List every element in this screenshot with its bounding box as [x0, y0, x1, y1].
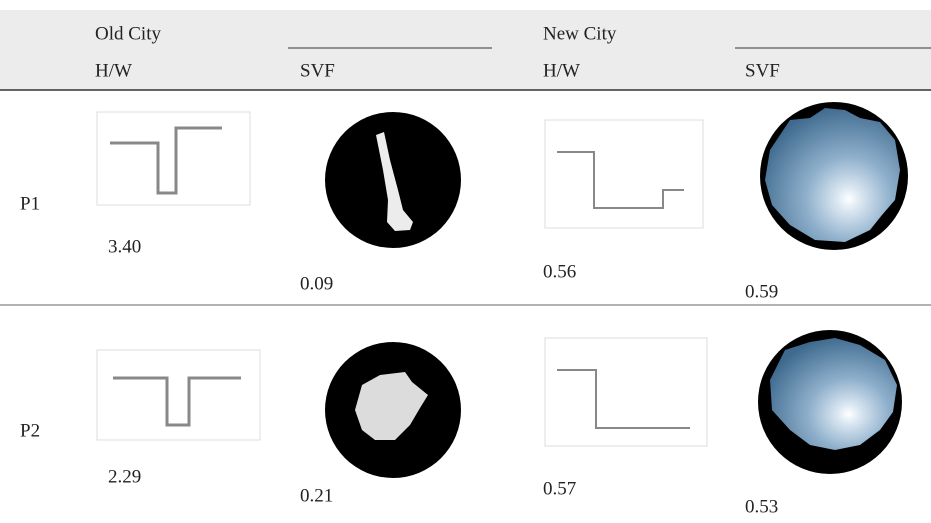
column-header: H/W: [95, 60, 132, 81]
profile-diagram: [544, 119, 704, 229]
column-header: H/W: [543, 60, 580, 81]
profile-diagram: [96, 349, 261, 441]
row-label: P1: [20, 193, 40, 214]
cell-value: 0.59: [745, 281, 778, 302]
fisheye-image: [325, 112, 461, 248]
fisheye-image: [758, 330, 902, 474]
cell-value: 2.29: [108, 466, 141, 487]
cell-value: 3.40: [108, 236, 141, 257]
fisheye-image: [760, 102, 908, 250]
profile-diagram: [544, 337, 708, 447]
cell-value: 0.56: [543, 261, 576, 282]
fisheye-image: [325, 342, 461, 478]
header-background: [0, 10, 931, 90]
cell-value: 0.57: [543, 478, 576, 499]
column-header: SVF: [300, 60, 335, 81]
column-header: SVF: [745, 60, 780, 81]
cell-value: 0.53: [745, 496, 778, 517]
profile-diagram: [96, 111, 251, 206]
row-label: P2: [20, 420, 40, 441]
group-header: New City: [543, 23, 617, 44]
cell-value: 0.21: [300, 485, 333, 506]
group-header: Old City: [95, 23, 161, 44]
cell-value: 0.09: [300, 273, 333, 294]
